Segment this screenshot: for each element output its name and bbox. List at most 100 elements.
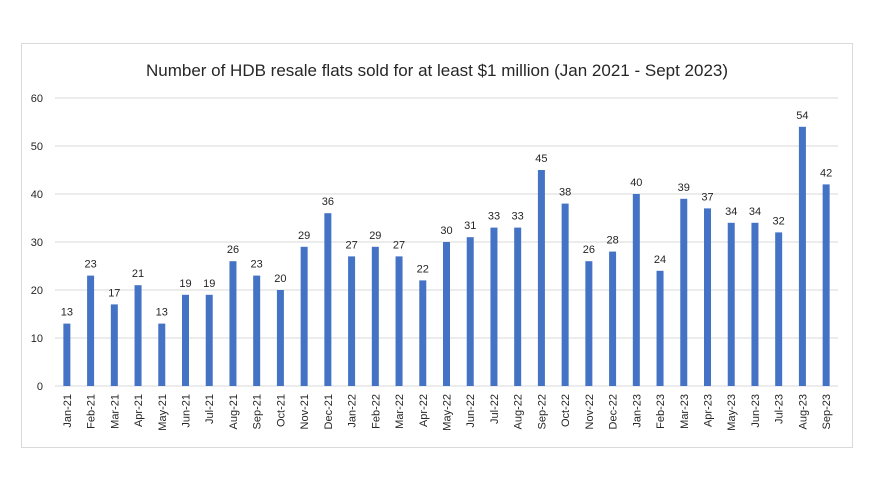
bar: [134, 285, 142, 386]
data-label: 27: [393, 239, 405, 251]
data-label: 24: [654, 254, 666, 266]
data-label: 20: [274, 273, 286, 285]
bar: [751, 222, 759, 386]
y-axis-ticks: 0 10 20 30 40 50 60: [31, 93, 43, 393]
data-label: 34: [749, 206, 761, 218]
bar: [87, 275, 95, 386]
y-tick-label: 20: [31, 285, 43, 297]
bar: [822, 184, 830, 386]
bar: [229, 261, 237, 386]
bar: [300, 246, 308, 386]
bar: [609, 251, 617, 386]
x-tick-label: Aug-23: [797, 394, 809, 429]
x-tick-label: Aug-21: [228, 394, 240, 429]
data-label: 34: [725, 206, 737, 218]
y-tick-label: 10: [31, 333, 43, 345]
data-label: 29: [369, 230, 381, 242]
y-tick-label: 60: [31, 93, 43, 105]
x-tick-label: Jul-23: [774, 394, 786, 424]
x-tick-label: May-21: [157, 394, 169, 431]
x-tick-label: Nov-21: [299, 394, 311, 429]
data-label: 19: [179, 278, 191, 290]
x-tick-label: Sep-21: [252, 394, 264, 429]
bar: [324, 213, 332, 386]
x-tick-label: Sep-22: [536, 394, 548, 429]
bar: [704, 208, 711, 386]
data-label: 19: [203, 278, 215, 290]
data-label: 27: [345, 239, 357, 251]
bar: [537, 170, 545, 386]
data-label: 30: [440, 225, 452, 237]
bar: [798, 126, 806, 387]
x-tick-label: May-22: [442, 394, 454, 431]
bar: [205, 294, 213, 386]
data-label: 38: [559, 187, 571, 199]
data-label: 21: [132, 268, 144, 280]
x-tick-label: Feb-21: [86, 394, 98, 429]
data-label: 28: [606, 235, 618, 247]
x-axis-ticks: Jan-21 Feb-21 Mar-21 Apr-21 May-21 Jun-21 Jul-…: [62, 394, 833, 431]
data-label: 31: [464, 220, 476, 232]
data-label: 13: [156, 307, 168, 319]
bar: [371, 246, 379, 386]
data-labels: 13 23 17 21 13 19 19 26 23 20 29 36 27 29 27 22 30 31 33 33…: [61, 110, 833, 319]
x-tick-label: Aug-22: [513, 394, 525, 429]
bar: [395, 256, 403, 386]
data-label: 17: [108, 287, 120, 299]
data-label: 29: [298, 230, 310, 242]
bar: [158, 323, 166, 386]
x-tick-label: Nov-22: [584, 394, 596, 429]
bar: [253, 275, 261, 386]
x-tick-label: Oct-22: [560, 394, 572, 427]
chart-title: Number of HDB resale flats sold for at l…: [146, 61, 728, 80]
x-tick-label: Feb-23: [655, 394, 667, 429]
data-label: 26: [583, 244, 595, 256]
bar: [632, 194, 640, 386]
bars: [63, 126, 830, 387]
x-tick-label: Jan-21: [62, 394, 74, 428]
x-tick-label: Mar-22: [394, 394, 406, 429]
x-tick-label: Apr-21: [133, 394, 145, 427]
data-label: 39: [678, 182, 690, 194]
y-tick-label: 0: [37, 381, 43, 393]
y-tick-label: 50: [31, 141, 43, 153]
bar: [348, 256, 356, 386]
data-label: 33: [512, 211, 524, 223]
x-tick-label: Dec-22: [608, 394, 620, 429]
x-tick-label: Sep-23: [821, 394, 833, 429]
bar: [466, 237, 474, 386]
bar: [443, 242, 450, 386]
x-tick-label: Jun-22: [465, 394, 477, 428]
bar: [182, 294, 189, 386]
data-label: 32: [773, 215, 785, 227]
bar: [63, 323, 71, 386]
x-tick-label: Jul-21: [204, 394, 216, 424]
x-tick-label: Jan-23: [631, 394, 643, 428]
bar: [490, 227, 498, 386]
data-label: 26: [227, 244, 239, 256]
x-tick-label: Mar-21: [109, 394, 121, 429]
data-label: 40: [630, 177, 642, 189]
data-label: 36: [322, 196, 334, 208]
bar: [419, 280, 427, 386]
x-tick-label: Dec-21: [323, 394, 335, 429]
x-tick-label: Jun-23: [750, 394, 762, 428]
bar: [585, 261, 593, 386]
data-label: 22: [417, 263, 429, 275]
bar: [727, 222, 735, 386]
x-tick-label: Jul-22: [489, 394, 501, 424]
data-label: 33: [488, 211, 500, 223]
data-label: 37: [701, 191, 713, 203]
data-label: 13: [61, 307, 73, 319]
x-tick-label: May-23: [726, 394, 738, 431]
y-tick-label: 30: [31, 237, 43, 249]
bar: [656, 270, 664, 386]
bar: [514, 227, 522, 386]
x-tick-label: Mar-23: [679, 394, 691, 429]
data-label: 23: [84, 259, 96, 271]
bar: [276, 290, 284, 386]
bar: [110, 304, 118, 386]
bar: [775, 232, 783, 386]
data-label: 54: [796, 110, 808, 122]
